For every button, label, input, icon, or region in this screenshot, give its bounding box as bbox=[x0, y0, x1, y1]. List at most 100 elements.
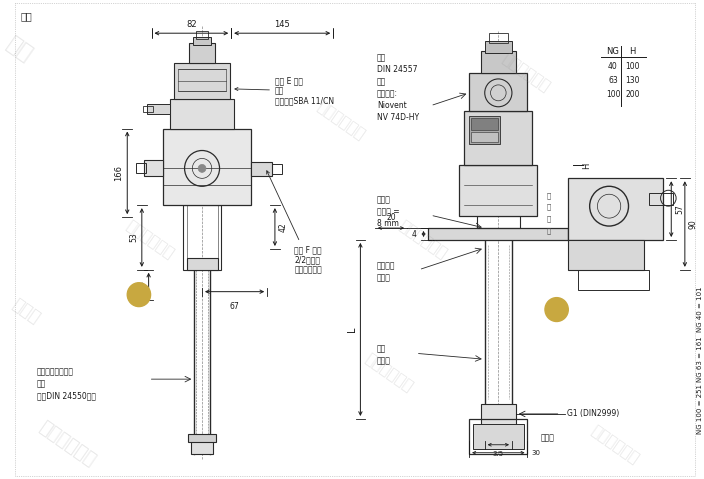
Bar bbox=[189, 434, 215, 442]
Text: NG: NG bbox=[607, 46, 620, 56]
Text: 带电涌: 带电涌 bbox=[377, 195, 391, 204]
Bar bbox=[196, 31, 208, 39]
Text: 145: 145 bbox=[275, 20, 290, 29]
Text: 63: 63 bbox=[608, 77, 618, 85]
Text: 苏州知非机电: 苏州知非机电 bbox=[499, 51, 552, 95]
Text: 机电: 机电 bbox=[3, 33, 36, 65]
Bar bbox=[469, 116, 501, 144]
Bar bbox=[568, 240, 644, 270]
Text: NV 74D-HY: NV 74D-HY bbox=[377, 113, 419, 122]
Text: 保护管 =: 保护管 = bbox=[377, 207, 400, 216]
Text: 滤芯: 滤芯 bbox=[37, 379, 46, 388]
Text: 网: 网 bbox=[547, 216, 551, 222]
Text: 100: 100 bbox=[605, 91, 620, 99]
Text: 42: 42 bbox=[279, 222, 288, 232]
Bar bbox=[191, 439, 213, 454]
Bar bbox=[477, 216, 520, 228]
Text: H: H bbox=[629, 46, 636, 56]
Text: NG 40 = 101: NG 40 = 101 bbox=[698, 287, 703, 332]
Bar bbox=[144, 160, 163, 176]
Text: 166: 166 bbox=[114, 165, 123, 181]
Text: Niovent: Niovent bbox=[377, 101, 407, 110]
Text: 保护管: 保护管 bbox=[377, 356, 391, 365]
Text: 30: 30 bbox=[532, 450, 541, 456]
Text: 屏: 屏 bbox=[547, 228, 551, 234]
Text: 53: 53 bbox=[129, 233, 138, 242]
Text: 滤: 滤 bbox=[547, 204, 551, 210]
Bar bbox=[471, 118, 498, 130]
Text: 82: 82 bbox=[186, 20, 196, 29]
Bar bbox=[429, 228, 568, 240]
Text: H: H bbox=[582, 162, 591, 169]
Bar bbox=[481, 51, 516, 73]
Bar bbox=[485, 41, 512, 53]
Bar bbox=[469, 419, 527, 454]
Bar bbox=[481, 404, 516, 429]
Bar bbox=[194, 37, 210, 45]
Bar bbox=[649, 193, 673, 205]
Bar bbox=[178, 69, 227, 91]
Bar bbox=[163, 129, 251, 205]
Bar bbox=[189, 43, 215, 63]
Circle shape bbox=[545, 297, 568, 321]
Text: 符合DIN 24550标准: 符合DIN 24550标准 bbox=[37, 391, 96, 400]
Bar bbox=[146, 104, 170, 114]
Bar bbox=[187, 258, 218, 270]
Text: 苏州知非机电: 苏州知非机电 bbox=[122, 217, 176, 262]
Text: T1: T1 bbox=[132, 290, 146, 300]
Text: 90: 90 bbox=[689, 219, 698, 229]
Text: 接口: 接口 bbox=[377, 77, 386, 86]
Bar bbox=[465, 111, 532, 165]
Text: 例如: 例如 bbox=[377, 53, 386, 62]
Text: DIN 24557: DIN 24557 bbox=[377, 65, 417, 74]
Bar bbox=[143, 106, 153, 112]
Text: 苏州知非机电: 苏州知非机电 bbox=[314, 99, 367, 142]
Text: 采样管: 采样管 bbox=[541, 434, 555, 443]
Text: 尺寸: 尺寸 bbox=[20, 11, 32, 22]
Bar bbox=[469, 73, 527, 111]
Text: 橡胶软木: 橡胶软木 bbox=[377, 262, 396, 271]
Text: 苏州知非机电: 苏州知非机电 bbox=[362, 351, 415, 395]
Bar bbox=[471, 132, 498, 142]
Text: 57: 57 bbox=[675, 204, 684, 214]
Text: 苏州知非机电: 苏州知非机电 bbox=[588, 422, 641, 466]
Text: 3.5: 3.5 bbox=[493, 451, 504, 456]
Text: 密封件: 密封件 bbox=[377, 274, 391, 283]
Text: G1 (DIN2999): G1 (DIN2999) bbox=[567, 410, 620, 419]
Text: 40: 40 bbox=[608, 62, 618, 71]
Text: 示例 E 接口
注入
史陶比尔SBA 11/CN: 示例 E 接口 注入 史陶比尔SBA 11/CN bbox=[235, 76, 334, 106]
Text: 粗: 粗 bbox=[547, 192, 551, 198]
Text: 67: 67 bbox=[230, 302, 239, 310]
Text: 15: 15 bbox=[139, 280, 145, 289]
Bar bbox=[489, 33, 508, 43]
Text: NG 100 = 251: NG 100 = 251 bbox=[698, 384, 703, 434]
Text: 回流过滤器适用于: 回流过滤器适用于 bbox=[37, 367, 74, 376]
Bar bbox=[182, 205, 222, 270]
Bar bbox=[251, 162, 272, 176]
Bar bbox=[460, 165, 537, 216]
Text: 20: 20 bbox=[386, 213, 396, 222]
Text: 示例 F 接口
2/2路座阀
用于注入控制: 示例 F 接口 2/2路座阀 用于注入控制 bbox=[267, 171, 322, 275]
Text: 8 mm: 8 mm bbox=[377, 219, 398, 228]
Bar bbox=[578, 270, 649, 290]
Bar bbox=[568, 178, 663, 240]
Bar bbox=[473, 424, 524, 449]
Text: 电涡: 电涡 bbox=[377, 344, 386, 354]
Text: 苏州知非机电: 苏州知非机电 bbox=[396, 217, 450, 262]
Bar bbox=[136, 163, 146, 173]
Text: 非机电: 非机电 bbox=[9, 295, 44, 327]
Bar bbox=[272, 164, 282, 174]
Text: T2: T2 bbox=[550, 305, 563, 315]
Text: 200: 200 bbox=[625, 91, 640, 99]
Text: 苏州知非机电: 苏州知非机电 bbox=[36, 418, 99, 470]
Text: NG 63 = 161: NG 63 = 161 bbox=[698, 336, 703, 382]
Bar bbox=[170, 99, 234, 129]
Bar bbox=[174, 63, 230, 99]
Circle shape bbox=[198, 164, 206, 172]
Text: 4: 4 bbox=[412, 229, 417, 239]
Text: 100: 100 bbox=[625, 62, 640, 71]
Circle shape bbox=[127, 283, 151, 307]
Text: L: L bbox=[346, 327, 356, 332]
Text: 130: 130 bbox=[625, 77, 640, 85]
Text: 液位开关:: 液位开关: bbox=[377, 89, 398, 98]
